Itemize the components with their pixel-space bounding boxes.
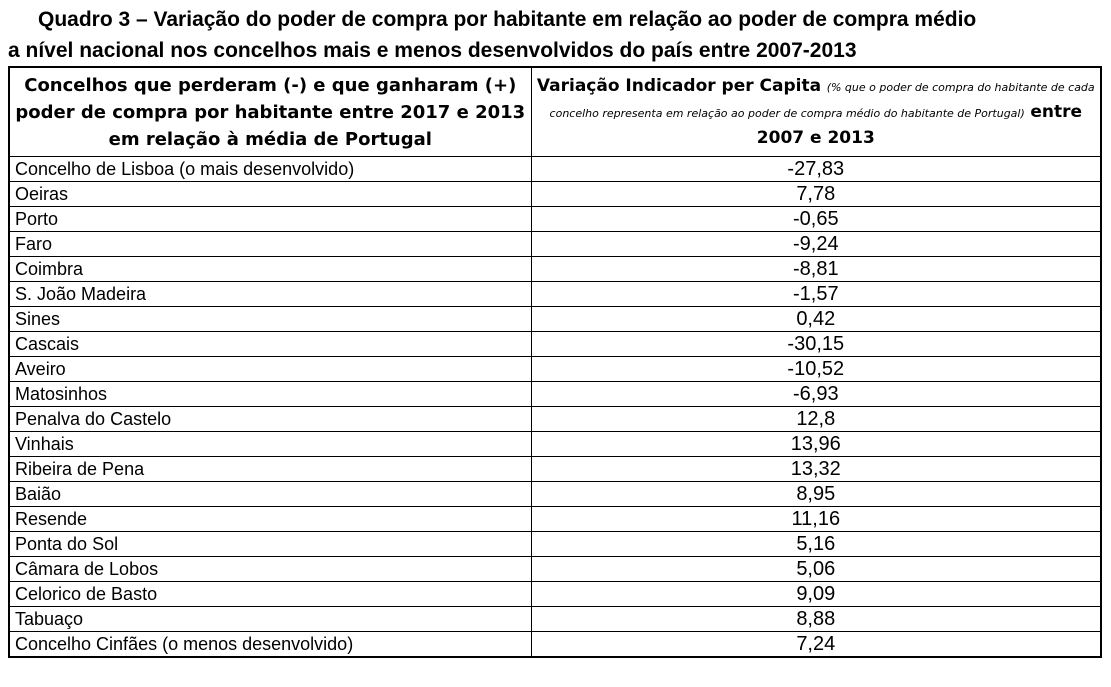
municipality-name: Sines	[8, 306, 532, 332]
municipality-name: Resende	[8, 506, 532, 532]
header-indicator-note: (% que o poder de compra do habitante de…	[549, 81, 1095, 120]
purchasing-power-table: Concelhos que perderam (-) e que ganhara…	[8, 66, 1102, 658]
indicator-value: -6,93	[530, 381, 1102, 407]
indicator-value: -8,81	[530, 256, 1102, 282]
table-row: Sines 0,42	[8, 306, 1102, 332]
indicator-value: 7,24	[530, 631, 1102, 658]
table-row: Resende 11,16	[8, 506, 1102, 532]
table-row: Oeiras 7,78	[8, 181, 1102, 207]
table-body: Concelho de Lisboa (o mais desenvolvido)…	[8, 156, 1102, 658]
indicator-value: -27,83	[530, 156, 1102, 182]
table-row: Porto -0,65	[8, 206, 1102, 232]
table-caption: Quadro 3 – Variação do poder de compra p…	[8, 4, 1108, 66]
table-row: Penalva do Castelo 12,8	[8, 406, 1102, 432]
table-row: Cascais -30,15	[8, 331, 1102, 357]
municipality-name: Oeiras	[8, 181, 532, 207]
caption-line-1: Quadro 3 – Variação do poder de compra p…	[38, 8, 977, 31]
indicator-value: 13,32	[530, 456, 1102, 482]
header-indicator: Variação Indicador per Capita (% que o p…	[530, 66, 1102, 157]
table-row: Baião 8,95	[8, 481, 1102, 507]
table-row: Tabuaço 8,88	[8, 606, 1102, 632]
municipality-name: Penalva do Castelo	[8, 406, 532, 432]
table-row: Aveiro -10,52	[8, 356, 1102, 382]
indicator-value: -30,15	[530, 331, 1102, 357]
municipality-name: Concelho de Lisboa (o mais desenvolvido)	[8, 156, 532, 182]
indicator-value: 7,78	[530, 181, 1102, 207]
municipality-name: Faro	[8, 231, 532, 257]
header-municipalities: Concelhos que perderam (-) e que ganhara…	[8, 66, 532, 157]
table-row: Concelho Cinfães (o menos desenvolvido) 7…	[8, 631, 1102, 658]
indicator-value: -0,65	[530, 206, 1102, 232]
municipality-name: Ribeira de Pena	[8, 456, 532, 482]
indicator-value: 5,16	[530, 531, 1102, 557]
indicator-value: -1,57	[530, 281, 1102, 307]
municipality-name: Ponta do Sol	[8, 531, 532, 557]
table-row: Matosinhos -6,93	[8, 381, 1102, 407]
table-row: Coimbra -8,81	[8, 256, 1102, 282]
municipality-name: Cascais	[8, 331, 532, 357]
table-row: Concelho de Lisboa (o mais desenvolvido)…	[8, 156, 1102, 182]
indicator-value: 0,42	[530, 306, 1102, 332]
municipality-name: Celorico de Basto	[8, 581, 532, 607]
municipality-name: Aveiro	[8, 356, 532, 382]
header-indicator-main: Variação Indicador per Capita	[536, 76, 822, 96]
municipality-name: Matosinhos	[8, 381, 532, 407]
indicator-value: -9,24	[530, 231, 1102, 257]
table-row: Vinhais 13,96	[8, 431, 1102, 457]
indicator-value: 12,8	[530, 406, 1102, 432]
municipality-name: Tabuaço	[8, 606, 532, 632]
header-indicator-period: entre 2007 e 2013	[756, 102, 1083, 148]
municipality-name: Concelho Cinfães (o menos desenvolvido)	[8, 631, 532, 658]
caption-line-2: a nível nacional nos concelhos mais e me…	[8, 39, 857, 62]
indicator-value: 9,09	[530, 581, 1102, 607]
table-row: Ribeira de Pena 13,32	[8, 456, 1102, 482]
header-row: Concelhos que perderam (-) e que ganhara…	[8, 66, 1102, 157]
indicator-value: 8,95	[530, 481, 1102, 507]
municipality-name: Porto	[8, 206, 532, 232]
table-row: S. João Madeira -1,57	[8, 281, 1102, 307]
municipality-name: S. João Madeira	[8, 281, 532, 307]
indicator-value: -10,52	[530, 356, 1102, 382]
municipality-name: Coimbra	[8, 256, 532, 282]
indicator-value: 8,88	[530, 606, 1102, 632]
table-row: Celorico de Basto 9,09	[8, 581, 1102, 607]
indicator-value: 11,16	[530, 506, 1102, 532]
table-row: Faro -9,24	[8, 231, 1102, 257]
municipality-name: Baião	[8, 481, 532, 507]
municipality-name: Vinhais	[8, 431, 532, 457]
indicator-value: 13,96	[530, 431, 1102, 457]
table-row: Câmara de Lobos 5,06	[8, 556, 1102, 582]
indicator-value: 5,06	[530, 556, 1102, 582]
municipality-name: Câmara de Lobos	[8, 556, 532, 582]
table-row: Ponta do Sol 5,16	[8, 531, 1102, 557]
